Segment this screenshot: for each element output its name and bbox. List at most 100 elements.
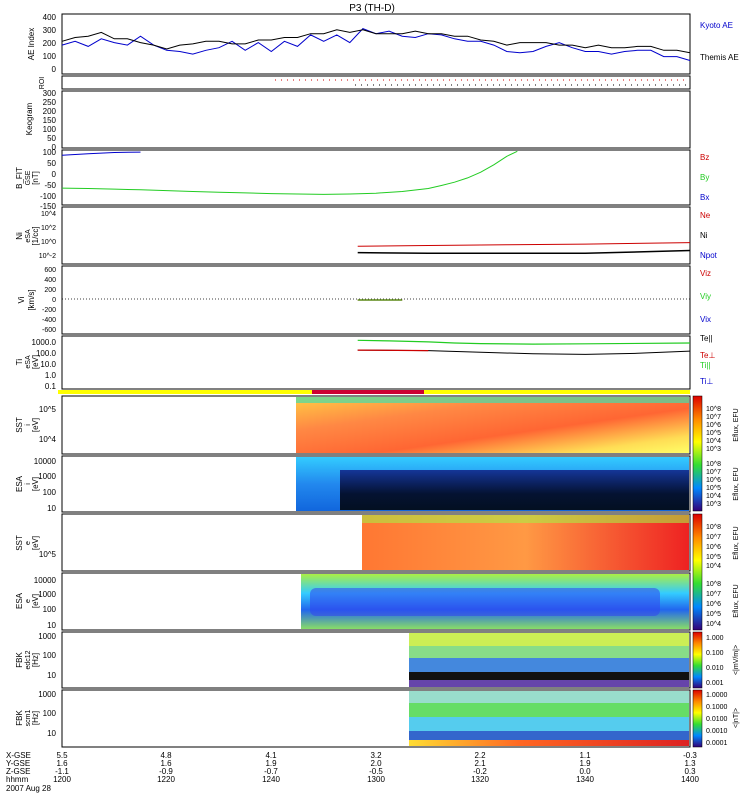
- fbk-b-band-4: [409, 731, 689, 740]
- fbk-e-band-4: [409, 672, 689, 680]
- esa-ion-tick-label: 1000: [38, 472, 56, 481]
- cbar-title: Eflux, EFU: [733, 408, 740, 441]
- x-tick-value: -0.5: [369, 767, 383, 776]
- cbar-label: 10^4: [706, 438, 721, 445]
- ti-ylabel: Ti: [15, 359, 24, 366]
- cbar-label: 10^8: [706, 461, 721, 468]
- vi-ylabel: [km/s]: [27, 289, 36, 310]
- x-tick-value: -0.9: [159, 767, 173, 776]
- x-tick-value: 1340: [576, 775, 594, 784]
- x-tick-value: 2.0: [370, 759, 382, 768]
- ti-frame: [61, 335, 691, 390]
- fbk-e-ylabel: [Hz]: [31, 653, 40, 667]
- x-tick-value: 5.5: [56, 751, 68, 760]
- ni-tick-label: 10^4: [41, 211, 56, 218]
- esa-electron-ylabel: [eV]: [31, 594, 40, 608]
- fbk-b-band-1: [409, 691, 689, 703]
- ti-ylabel: [eV]: [31, 355, 40, 369]
- esa-ion-ylabel: i: [25, 483, 32, 485]
- cbar-label: 10^6: [706, 601, 721, 608]
- cbar-label: 10^8: [706, 581, 721, 588]
- bfit-tick-label: 0: [52, 170, 57, 179]
- ae-tick-label: 100: [43, 52, 57, 61]
- ae-tick-label: 200: [43, 39, 57, 48]
- vi-legend-viy: Viy: [700, 292, 711, 301]
- cbar-label: 10^6: [706, 544, 721, 551]
- keogram-tick-label: 0: [52, 143, 57, 152]
- cbar-label: 0.0001: [706, 740, 728, 747]
- x-tick-value: 0.0: [579, 767, 591, 776]
- sst-ion-ylabel: [eV]: [31, 418, 40, 432]
- vi-legend-viz: Viz: [700, 269, 711, 278]
- vi-legend-vix: Vix: [700, 315, 711, 324]
- fbk-e-tick-label: 1000: [38, 632, 56, 641]
- cbar-label: 1.000: [706, 635, 724, 642]
- ae-ylabel: AE Index: [27, 28, 36, 60]
- fbk-e-ylabel: FBK: [15, 652, 24, 668]
- ae-frame: [61, 13, 691, 75]
- esa-electron-tick-label: 100: [43, 605, 57, 614]
- cbar-title: <|nT|>: [733, 708, 740, 728]
- ti-ylabel: eSA: [25, 355, 32, 369]
- cbar-label: 0.0010: [706, 728, 728, 735]
- colorbar-fbk-b: [692, 689, 703, 748]
- bfit-tick-label: -150: [40, 202, 57, 211]
- esa-ion-tick-label: 10000: [34, 457, 57, 466]
- cbar-title: Eflux, EFU: [733, 526, 740, 559]
- bfit-panel: B_FIT GSE [nT] 100 50 0 -50 -100 -150 Bz…: [15, 148, 709, 211]
- ti-tick-label: 100.0: [36, 349, 57, 358]
- bfit-tick-label: -100: [40, 192, 57, 201]
- ni-legend-ni: Ni: [700, 231, 708, 240]
- ti-tick-label: 0.1: [45, 382, 57, 391]
- x-tick-value: 2.2: [474, 751, 486, 760]
- ni-panel: Ni eSA [1/cc] 10^4 10^2 10^0 10^-2 Ne Ni…: [15, 206, 718, 265]
- fbk-e-band-1: [409, 633, 689, 646]
- fbk-b-band-5: [409, 740, 689, 746]
- x-tick-value: -0.7: [264, 767, 278, 776]
- x-tick-value: 1240: [262, 775, 280, 784]
- x-row-label: Z-GSE: [6, 767, 30, 776]
- esa-ion-ylabel: [eV]: [31, 477, 40, 491]
- cbar-label: 0.001: [706, 680, 724, 687]
- x-tick-value: 1.6: [56, 759, 68, 768]
- bfit-tick-label: 50: [47, 159, 56, 168]
- roi-ylabel: ROI: [39, 77, 46, 90]
- ni-tick-label: 10^0: [41, 239, 56, 246]
- sst-ion-spectrogram: [296, 397, 689, 453]
- ti-tick-label: 1.0: [45, 371, 57, 380]
- vi-tick-label: 400: [44, 277, 56, 284]
- cbar-label: 1.0000: [706, 692, 728, 699]
- vi-tick-label: -600: [42, 327, 56, 334]
- x-row-label: Y-GSE: [6, 759, 30, 768]
- cbar-label: 10^4: [706, 563, 721, 570]
- x-tick-value: 1400: [681, 775, 699, 784]
- esa-ion-ylabel: ESA: [15, 475, 24, 492]
- sst-ion-top-band: [296, 397, 689, 403]
- x-tick-value: 4.8: [160, 751, 172, 760]
- esa-electron-core: [310, 588, 660, 616]
- roi-frame: [61, 75, 691, 90]
- bfit-frame: [61, 149, 691, 206]
- cbar-label: 10^4: [706, 493, 721, 500]
- vi-tick-label: 0: [52, 297, 56, 304]
- cbar-label: 10^6: [706, 477, 721, 484]
- sst-ion-ylabel: SST: [15, 417, 24, 433]
- x-tick-value: 1.1: [579, 751, 591, 760]
- mode-bar: [58, 390, 690, 394]
- ni-ni-line: [357, 249, 691, 255]
- cbar-title: Eflux, EFU: [733, 467, 740, 500]
- vi-tick-label: -400: [42, 317, 56, 324]
- plot-title: P3 (TH-D): [349, 3, 395, 14]
- x-tick-value: 0.3: [684, 767, 696, 776]
- cbar-label: 10^8: [706, 406, 721, 413]
- x-tick-value: 1.9: [579, 759, 591, 768]
- cbar-label: 10^6: [706, 422, 721, 429]
- x-row-label: hhmm: [6, 775, 29, 784]
- ni-ne-line: [357, 242, 691, 247]
- esa-ion-panel: ESA i [eV] 10000 1000 100 10: [15, 455, 691, 513]
- sst-electron-spectrogram: [362, 515, 689, 570]
- bfit-tick-label: -50: [44, 181, 56, 190]
- fbk-b-band-3: [409, 717, 689, 731]
- sst-electron-ylabel: e: [25, 541, 32, 545]
- ni-tick-label: 10^2: [41, 225, 56, 232]
